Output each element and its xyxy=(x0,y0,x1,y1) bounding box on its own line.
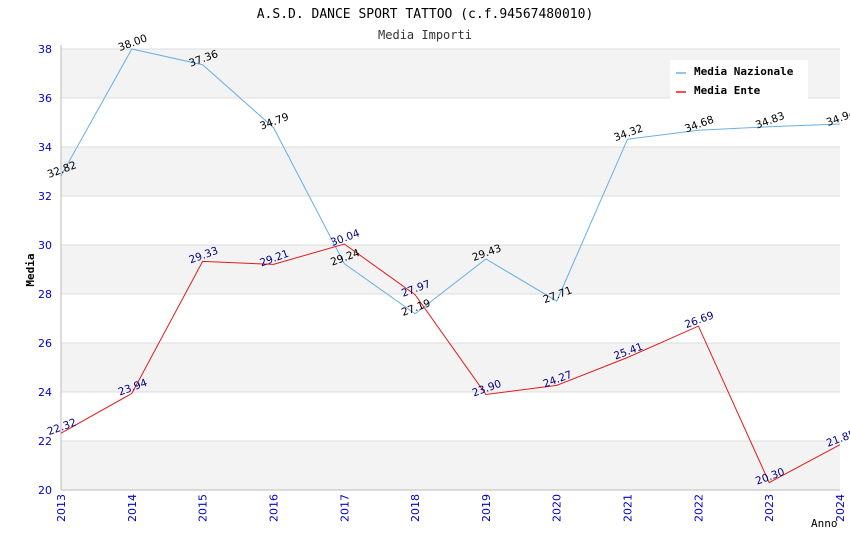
legend-label-media-ente: Media Ente xyxy=(694,84,761,97)
data-label: 27.19 xyxy=(400,297,432,319)
series-line-media-ente xyxy=(60,243,841,484)
x-tick-label: 2023 xyxy=(763,494,776,522)
x-tick-label: 2014 xyxy=(126,494,139,522)
x-tick-label: 2020 xyxy=(551,494,564,522)
axes xyxy=(60,45,840,491)
x-tick-label: 2015 xyxy=(197,494,210,522)
legend: Media Nazionale Media Ente xyxy=(670,60,808,100)
grid-bands xyxy=(61,49,840,490)
x-tick-labels: 2013 2014 2015 2016 2017 2018 2019 2020 2021 2022… xyxy=(55,494,847,522)
y-tick-label: 30 xyxy=(38,239,52,252)
data-label: 34.32 xyxy=(612,123,644,145)
y-tick-label: 34 xyxy=(38,141,52,154)
y-tick-label: 28 xyxy=(38,288,52,301)
data-label: 34.83 xyxy=(754,110,786,132)
y-tick-label: 20 xyxy=(38,484,52,497)
y-tick-label: 36 xyxy=(38,92,52,105)
legend-label-media-nazionale: Media Nazionale xyxy=(694,65,794,78)
x-tick-label: 2022 xyxy=(692,494,705,522)
y-tick-label: 26 xyxy=(38,337,52,350)
x-tick-label: 2016 xyxy=(267,494,280,522)
y-tick-label: 38 xyxy=(38,43,52,56)
x-tick-label: 2013 xyxy=(55,494,68,522)
y-tick-label: 22 xyxy=(38,435,52,448)
series-line-media-nazionale xyxy=(60,48,841,315)
x-axis-label: Anno xyxy=(811,517,838,530)
data-label: 22.32 xyxy=(46,417,78,439)
chart-subtitle: Media Importi xyxy=(378,28,472,42)
y-tick-label: 24 xyxy=(38,386,52,399)
x-tick-label: 2019 xyxy=(480,494,493,522)
data-label: 21.85 xyxy=(825,428,850,450)
x-tick-label: 2017 xyxy=(338,494,351,522)
grid-lines xyxy=(61,48,840,491)
series-lines xyxy=(60,48,841,484)
grid-band xyxy=(61,343,840,392)
legend-background xyxy=(670,60,808,100)
y-tick-labels: 20 22 24 26 28 30 32 34 36 38 xyxy=(38,43,52,497)
x-tick-label: 2021 xyxy=(622,494,635,522)
y-tick-label: 32 xyxy=(38,190,52,203)
data-label: 34.94 xyxy=(825,107,850,129)
chart-title: A.S.D. DANCE SPORT TATTOO (c.f.945674800… xyxy=(257,7,594,22)
grid-band xyxy=(61,441,840,490)
x-tick-label: 2018 xyxy=(409,494,422,522)
grid-band xyxy=(61,147,840,196)
x-tick-label: 2024 xyxy=(834,494,847,522)
data-label: 34.68 xyxy=(683,114,715,136)
y-axis-label: Media xyxy=(24,253,37,286)
